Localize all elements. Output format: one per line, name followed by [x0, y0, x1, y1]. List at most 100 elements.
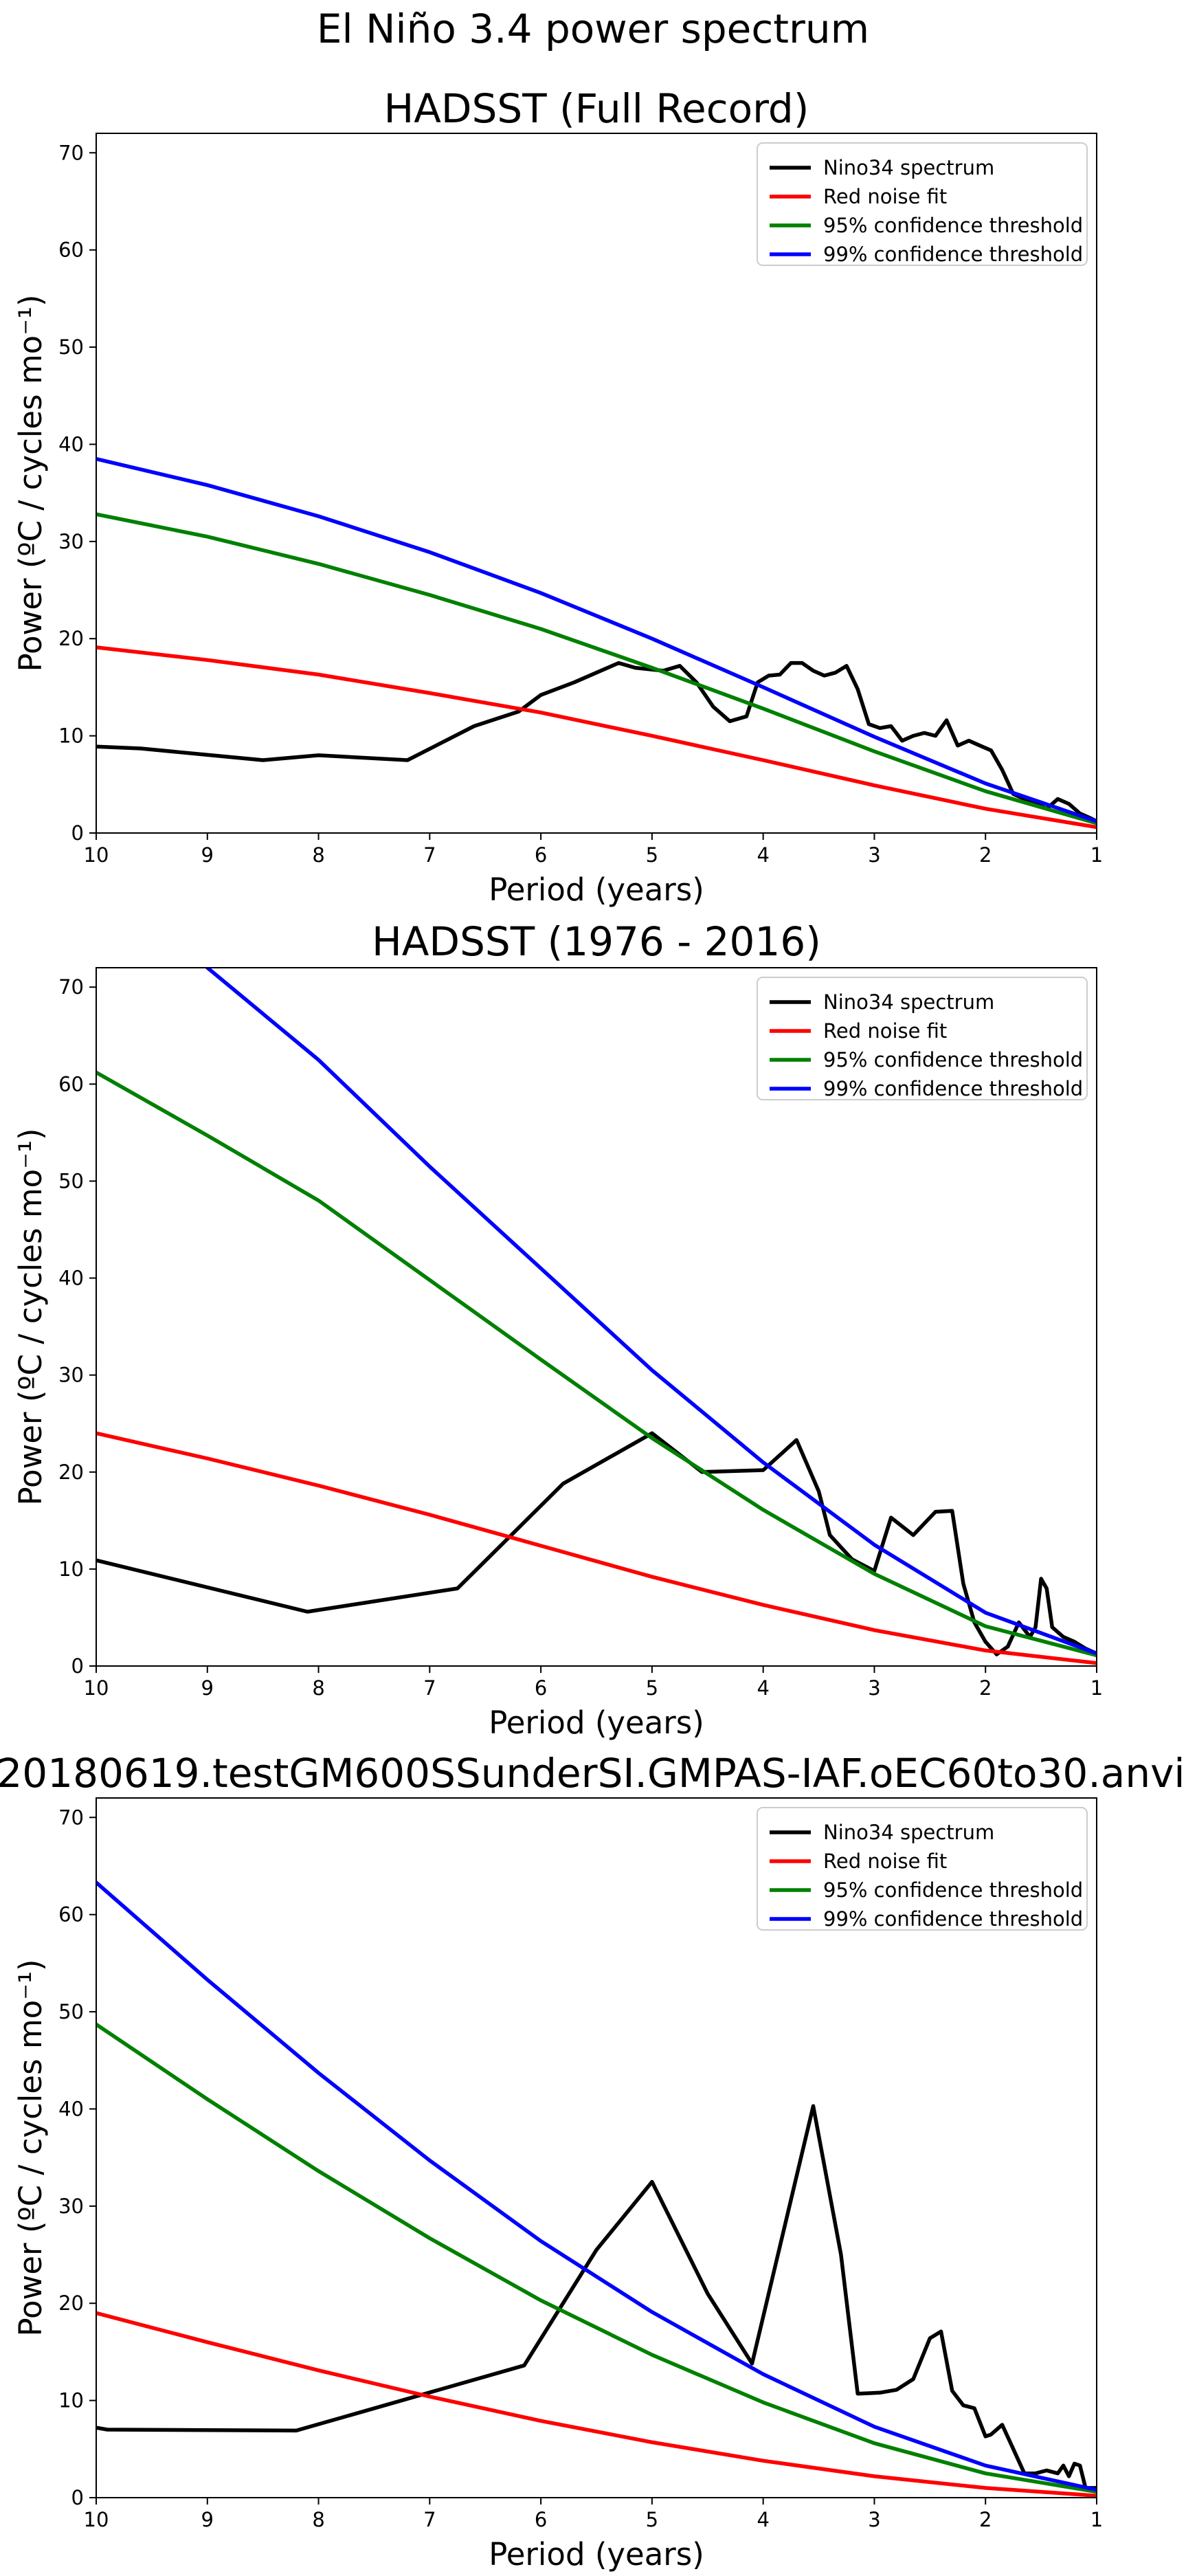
x-tick-label: 1	[1090, 2508, 1103, 2531]
y-tick-label: 0	[71, 2486, 84, 2509]
x-tick-label: 4	[757, 2508, 769, 2531]
figure-suptitle: El Niño 3.4 power spectrum	[317, 5, 869, 52]
chart-panel-3: 20180619.testGM600SSunderSI.GMPAS-IAF.oE…	[0, 1750, 1186, 2573]
legend-entry: Red noise fit	[823, 1019, 947, 1043]
legend-entry: Nino34 spectrum	[823, 1821, 994, 1844]
x-tick-label: 3	[868, 2508, 880, 2531]
legend-box	[757, 977, 1088, 1100]
x-tick-label: 9	[201, 843, 214, 867]
x-tick-label: 3	[868, 1676, 880, 1700]
plot-frame	[96, 967, 1097, 1667]
y-tick-label: 70	[58, 1806, 84, 1829]
y-tick-label: 10	[58, 724, 84, 748]
chart-title: HADSST (Full Record)	[384, 85, 809, 132]
y-tick-label: 10	[58, 2389, 84, 2412]
legend: Nino34 spectrum Red noise fit 95% confiden…	[757, 977, 1088, 1100]
x-tick-label: 5	[646, 1676, 658, 1700]
plot-frame	[96, 133, 1097, 834]
x-tick-label: 9	[201, 2508, 214, 2531]
legend-entry: 95% confidence threshold	[823, 1878, 1083, 1902]
legend-entry: 99% confidence threshold	[823, 243, 1083, 266]
y-tick-label: 20	[58, 627, 84, 650]
x-tick-label: 3	[868, 843, 880, 867]
x-tick-label: 6	[535, 2508, 547, 2531]
legend: Nino34 spectrum Red noise fit 95% confiden…	[757, 1807, 1088, 1931]
legend-entry: Red noise fit	[823, 185, 947, 208]
series-line-red-noise-fit	[96, 1431, 1097, 1665]
legend-entry: 95% confidence threshold	[823, 214, 1083, 237]
y-tick-label: 50	[58, 2000, 84, 2023]
y-tick-label: 20	[58, 2291, 84, 2315]
x-axis-label: Period (years)	[489, 871, 704, 908]
legend-entry: Red noise fit	[823, 1850, 947, 1873]
x-tick-label: 10	[84, 1676, 109, 1700]
x-tick-label: 6	[535, 843, 547, 867]
x-tick-label: 2	[979, 2508, 992, 2531]
x-tick-label: 8	[312, 1676, 324, 1700]
chart-panel-1: HADSST (Full Record)10 9 8 7 6 5 4 3 2 1010203040…	[12, 85, 1103, 908]
x-tick-label: 5	[646, 843, 658, 867]
x-tick-label: 7	[423, 1676, 436, 1700]
legend: Nino34 spectrum Red noise fit 95% confiden…	[757, 142, 1088, 266]
x-tick-label: 2	[979, 843, 992, 867]
y-tick-label: 70	[58, 975, 84, 999]
y-tick-label: 30	[58, 530, 84, 553]
x-tick-label: 10	[84, 2508, 109, 2531]
y-tick-label: 20	[58, 1461, 84, 1484]
legend-box	[757, 1807, 1088, 1931]
x-tick-label: 4	[757, 1676, 769, 1700]
x-tick-label: 1	[1090, 1676, 1103, 1700]
series-line-99-confidence-threshold	[96, 456, 1097, 823]
y-tick-label: 10	[58, 1557, 84, 1581]
x-tick-label: 7	[423, 843, 436, 867]
x-tick-label: 7	[423, 2508, 436, 2531]
series-line-99-confidence-threshold	[205, 968, 1097, 1656]
chart-title: HADSST (1976 - 2016)	[372, 918, 821, 965]
x-tick-label: 8	[312, 843, 324, 867]
series-line-red-noise-fit	[96, 645, 1097, 830]
y-tick-label: 60	[58, 1903, 84, 1927]
y-tick-label: 30	[58, 2195, 84, 2218]
x-tick-label: 8	[312, 2508, 324, 2531]
series-line-95-confidence-threshold	[96, 1070, 1097, 1658]
y-tick-label: 40	[58, 1267, 84, 1290]
x-tick-label: 4	[757, 843, 769, 867]
plot-frame	[96, 1797, 1097, 2498]
legend-box	[757, 142, 1088, 266]
series-line-nino34-spectrum	[96, 660, 1097, 823]
x-tick-label: 9	[201, 1676, 214, 1700]
y-axis-label: Power (ºC / cycles mo⁻¹)	[12, 294, 49, 671]
legend-entry: Nino34 spectrum	[823, 990, 994, 1014]
chart-title: 20180619.testGM600SSunderSI.GMPAS-IAF.oE…	[0, 1750, 1186, 1797]
series-line-95-confidence-threshold	[96, 2022, 1097, 2494]
x-tick-label: 6	[535, 1676, 547, 1700]
y-tick-label: 40	[58, 2097, 84, 2120]
chart-panel-2: HADSST (1976 - 2016)10 9 8 7 6 5 4 3 2 1010203040…	[12, 918, 1103, 1741]
y-tick-label: 70	[58, 141, 84, 164]
x-tick-label: 1	[1090, 843, 1103, 867]
y-tick-label: 60	[58, 238, 84, 262]
x-axis-label: Period (years)	[489, 1705, 704, 1741]
series-line-nino34-spectrum	[96, 2104, 1097, 2490]
x-tick-label: 5	[646, 2508, 658, 2531]
y-tick-label: 40	[58, 432, 84, 456]
y-tick-label: 30	[58, 1364, 84, 1387]
y-tick-label: 60	[58, 1072, 84, 1096]
legend-entry: 99% confidence threshold	[823, 1907, 1083, 1931]
x-tick-label: 2	[979, 1676, 992, 1700]
series-line-99-confidence-threshold	[96, 1880, 1097, 2492]
x-axis-label: Period (years)	[489, 2536, 704, 2573]
series-line-95-confidence-threshold	[96, 512, 1097, 825]
y-axis-label: Power (ºC / cycles mo⁻¹)	[12, 1128, 49, 1505]
y-tick-label: 50	[58, 1169, 84, 1192]
y-tick-label: 50	[58, 335, 84, 359]
series-line-red-noise-fit	[96, 2311, 1097, 2498]
legend-entry: 99% confidence threshold	[823, 1077, 1083, 1100]
legend-entry: 95% confidence threshold	[823, 1048, 1083, 1072]
legend-entry: Nino34 spectrum	[823, 156, 994, 179]
y-tick-label: 0	[71, 1654, 84, 1678]
y-axis-label: Power (ºC / cycles mo⁻¹)	[12, 1959, 49, 2336]
y-tick-label: 0	[71, 821, 84, 845]
